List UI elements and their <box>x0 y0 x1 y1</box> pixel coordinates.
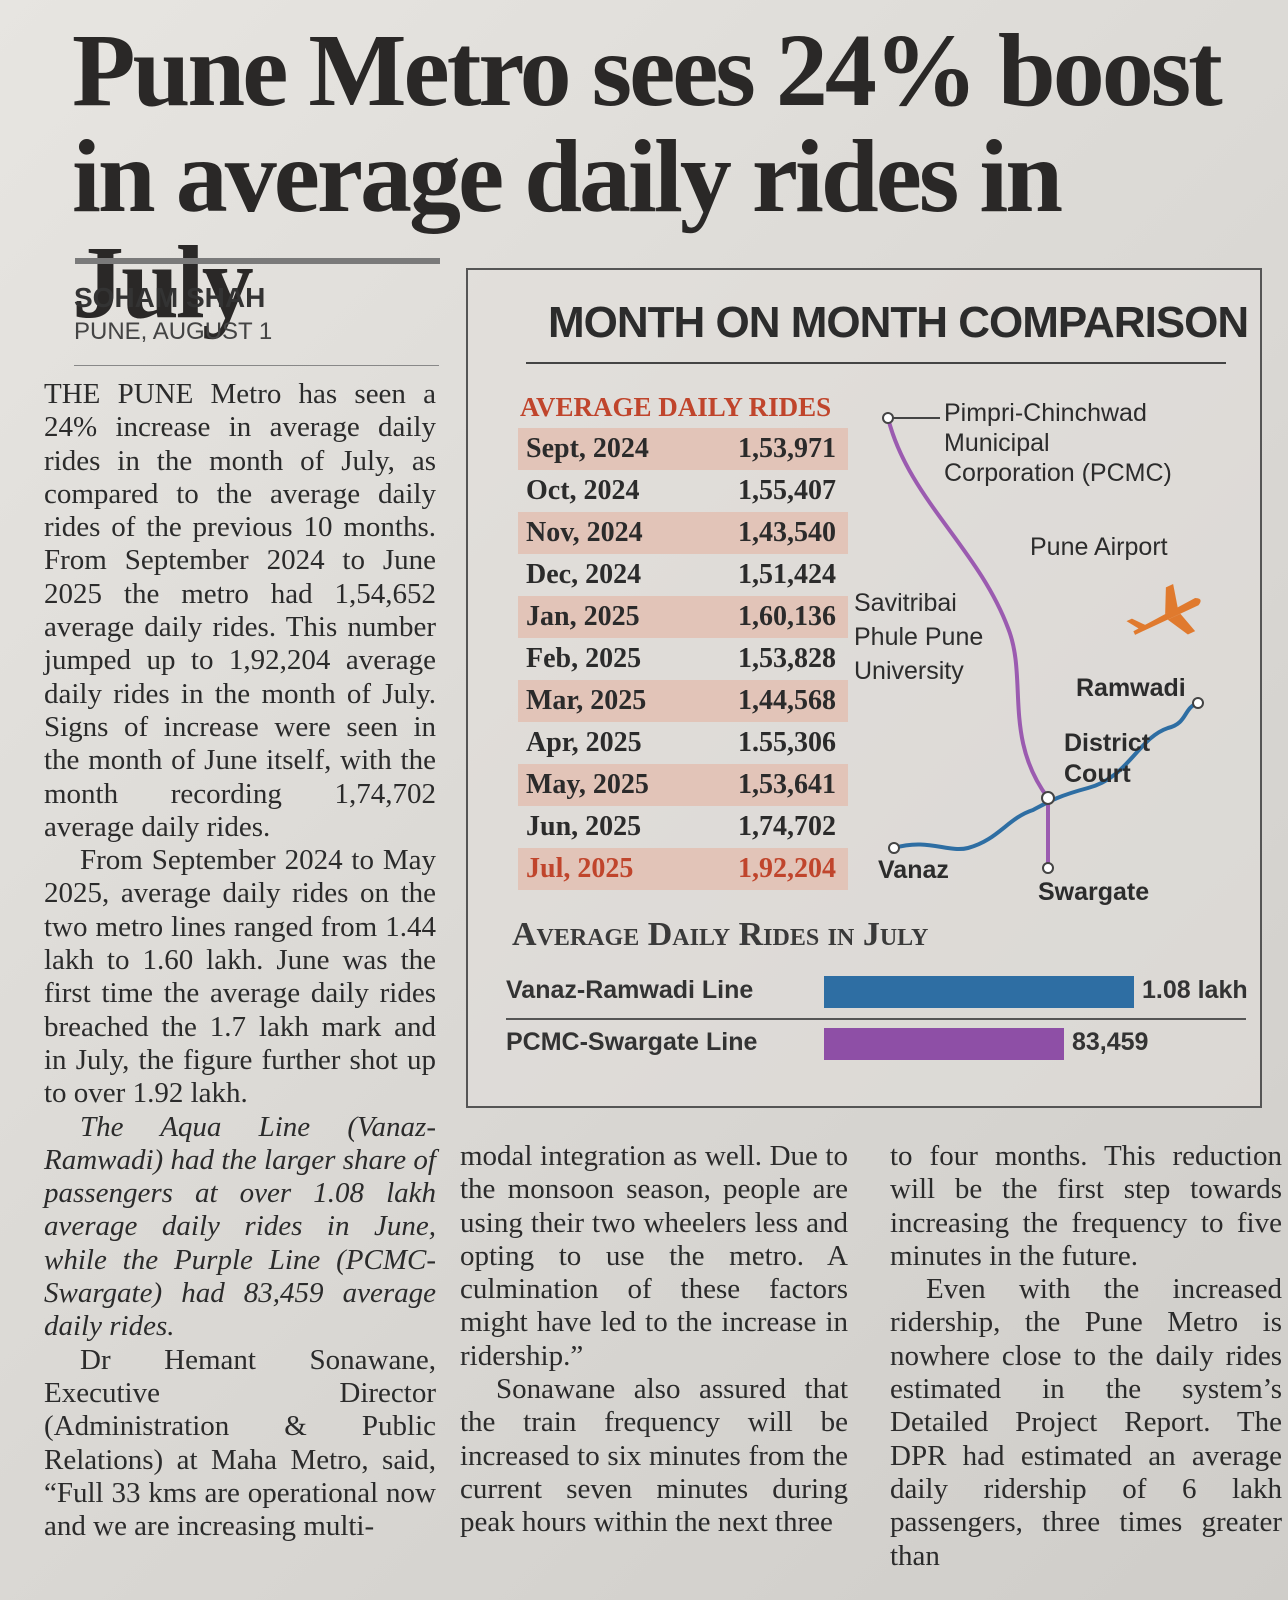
table-cell-rides: 1,53,828 <box>738 643 836 674</box>
pcmc-label-line: Pimpri-Chinchwad <box>944 399 1147 427</box>
airplane-icon <box>1126 583 1201 635</box>
table-row: Jul, 2025 1,92,204 <box>518 848 848 890</box>
bar-divider <box>506 1018 1246 1020</box>
paragraph: From September 2024 to May 2025, average… <box>44 844 436 1110</box>
byline: SOHAM SHAH <box>74 282 266 313</box>
metro-map-lines <box>882 412 1204 874</box>
bar-chart-title: Average Daily Rides in July <box>512 916 929 953</box>
table-row: Oct, 2024 1,55,407 <box>518 470 848 512</box>
district-court-label-line: District <box>1064 729 1151 757</box>
swargate-label: Swargate <box>1038 878 1150 906</box>
vanaz-station <box>888 842 900 854</box>
table-cell-rides: 1,44,568 <box>738 685 836 716</box>
metro-map: Pimpri-Chinchwad Municipal Corporation (… <box>848 378 1248 906</box>
article-column-3: to four months. This reduction will be t… <box>890 1140 1282 1573</box>
byline-rule <box>74 365 439 366</box>
paragraph: THE PUNE Metro has seen a 24% increase i… <box>44 378 436 843</box>
paragraph: The Aqua Line (Vanaz-Ramwadi) had the la… <box>44 1110 436 1343</box>
ramwadi-station <box>1192 697 1204 709</box>
table-row: Apr, 2025 1.55,306 <box>518 722 848 764</box>
table-cell-rides: 1,53,971 <box>738 433 836 464</box>
paragraph: to four months. This reduction will be t… <box>890 1140 1282 1272</box>
article-column-2: modal integration as well. Due to the mo… <box>460 1140 848 1540</box>
table-cell-month: Apr, 2025 <box>526 727 642 758</box>
table-row: Jan, 2025 1,60,136 <box>518 596 848 638</box>
pcmc-station <box>882 412 894 424</box>
table-cell-month: Oct, 2024 <box>526 475 640 506</box>
article-column-1: THE PUNE Metro has seen a 24% increase i… <box>44 378 436 1543</box>
table-cell-month: Feb, 2025 <box>526 643 642 674</box>
table-row: Jun, 2025 1,74,702 <box>518 806 848 848</box>
headline: Pune Metro sees 24% boost in average dai… <box>72 13 1223 340</box>
table-header: AVERAGE DAILY RIDES <box>520 392 832 422</box>
purple-line <box>886 417 1050 800</box>
university-label-line: Phule Pune <box>854 623 984 651</box>
paragraph: Dr Hemant Sonawane, Executive Director (… <box>44 1343 436 1543</box>
table-cell-month: Jan, 2025 <box>526 601 640 632</box>
paragraph: Sonawane also assured that the train fre… <box>460 1373 848 1539</box>
table-row: Feb, 2025 1,53,828 <box>518 638 848 680</box>
infographic-box: MONTH ON MONTH COMPARISON AVERAGE DAILY … <box>466 268 1262 1108</box>
table-cell-rides: 1,53,641 <box>738 769 836 800</box>
bar-row-vanaz: Vanaz-Ramwadi Line 1.08 lakh <box>506 970 1258 1018</box>
swargate-station <box>1042 862 1054 874</box>
dateline: PUNE, AUGUST 1 <box>74 318 273 345</box>
table-row: Dec, 2024 1,51,424 <box>518 554 848 596</box>
table-cell-rides: 1,60,136 <box>738 601 836 632</box>
pcmc-label: Pimpri-Chinchwad Municipal Corporation (… <box>944 398 1172 488</box>
paragraph: Even with the increased ridership, the P… <box>890 1273 1282 1572</box>
bar-vanaz-ramwadi <box>824 976 1134 1008</box>
table-row: May, 2025 1,53,641 <box>518 764 848 806</box>
table-row: Sept, 2024 1,53,971 <box>518 428 848 470</box>
bar-pcmc-swargate <box>824 1028 1064 1060</box>
table-cell-month: May, 2025 <box>526 769 649 800</box>
table-cell-rides: 1,43,540 <box>738 517 836 548</box>
table-cell-month: Nov, 2024 <box>526 517 643 548</box>
university-label: Savitribai Phule Pune University <box>854 586 983 688</box>
table-cell-month: Dec, 2024 <box>526 559 642 590</box>
airport-label: Pune Airport <box>1030 533 1168 561</box>
table-cell-rides: 1,74,702 <box>738 811 836 842</box>
table-cell-rides: 1,92,204 <box>738 853 836 884</box>
bar-row-pcmc: PCMC-Swargate Line 83,459 <box>506 1022 1258 1070</box>
vanaz-label: Vanaz <box>878 856 949 884</box>
district-court-label-line: Court <box>1064 760 1131 788</box>
table-cell-rides: 1,55,407 <box>738 475 836 506</box>
rides-table: Sept, 2024 1,53,971 Oct, 2024 1,55,407 Nov, … <box>518 428 848 890</box>
infographic-title: MONTH ON MONTH COMPARISON <box>548 298 1249 347</box>
table-cell-month: Mar, 2025 <box>526 685 647 716</box>
table-cell-rides: 1.55,306 <box>738 727 836 758</box>
table-cell-month: Jun, 2025 <box>526 811 642 842</box>
bar-value: 83,459 <box>1072 1028 1149 1056</box>
pcmc-label-line: Municipal <box>944 429 1050 457</box>
bar-label: PCMC-Swargate Line <box>506 1028 758 1056</box>
table-cell-month: Sept, 2024 <box>526 433 649 464</box>
district-court-label: District Court <box>1064 728 1150 790</box>
table-cell-rides: 1,51,424 <box>738 559 836 590</box>
table-row: Mar, 2025 1,44,568 <box>518 680 848 722</box>
university-label-line: University <box>854 657 964 685</box>
bar-label: Vanaz-Ramwadi Line <box>506 976 754 1004</box>
byline-divider <box>75 258 440 264</box>
district-court-station <box>1041 791 1055 805</box>
ramwadi-label: Ramwadi <box>1076 674 1186 702</box>
bar-value: 1.08 lakh <box>1142 976 1248 1004</box>
infographic-rule <box>526 362 1226 364</box>
pcmc-label-line: Corporation (PCMC) <box>944 459 1172 487</box>
table-row: Nov, 2024 1,43,540 <box>518 512 848 554</box>
university-label-line: Savitribai <box>854 589 957 617</box>
table-cell-month: Jul, 2025 <box>526 853 634 884</box>
paragraph: modal integration as well. Due to the mo… <box>460 1140 848 1372</box>
